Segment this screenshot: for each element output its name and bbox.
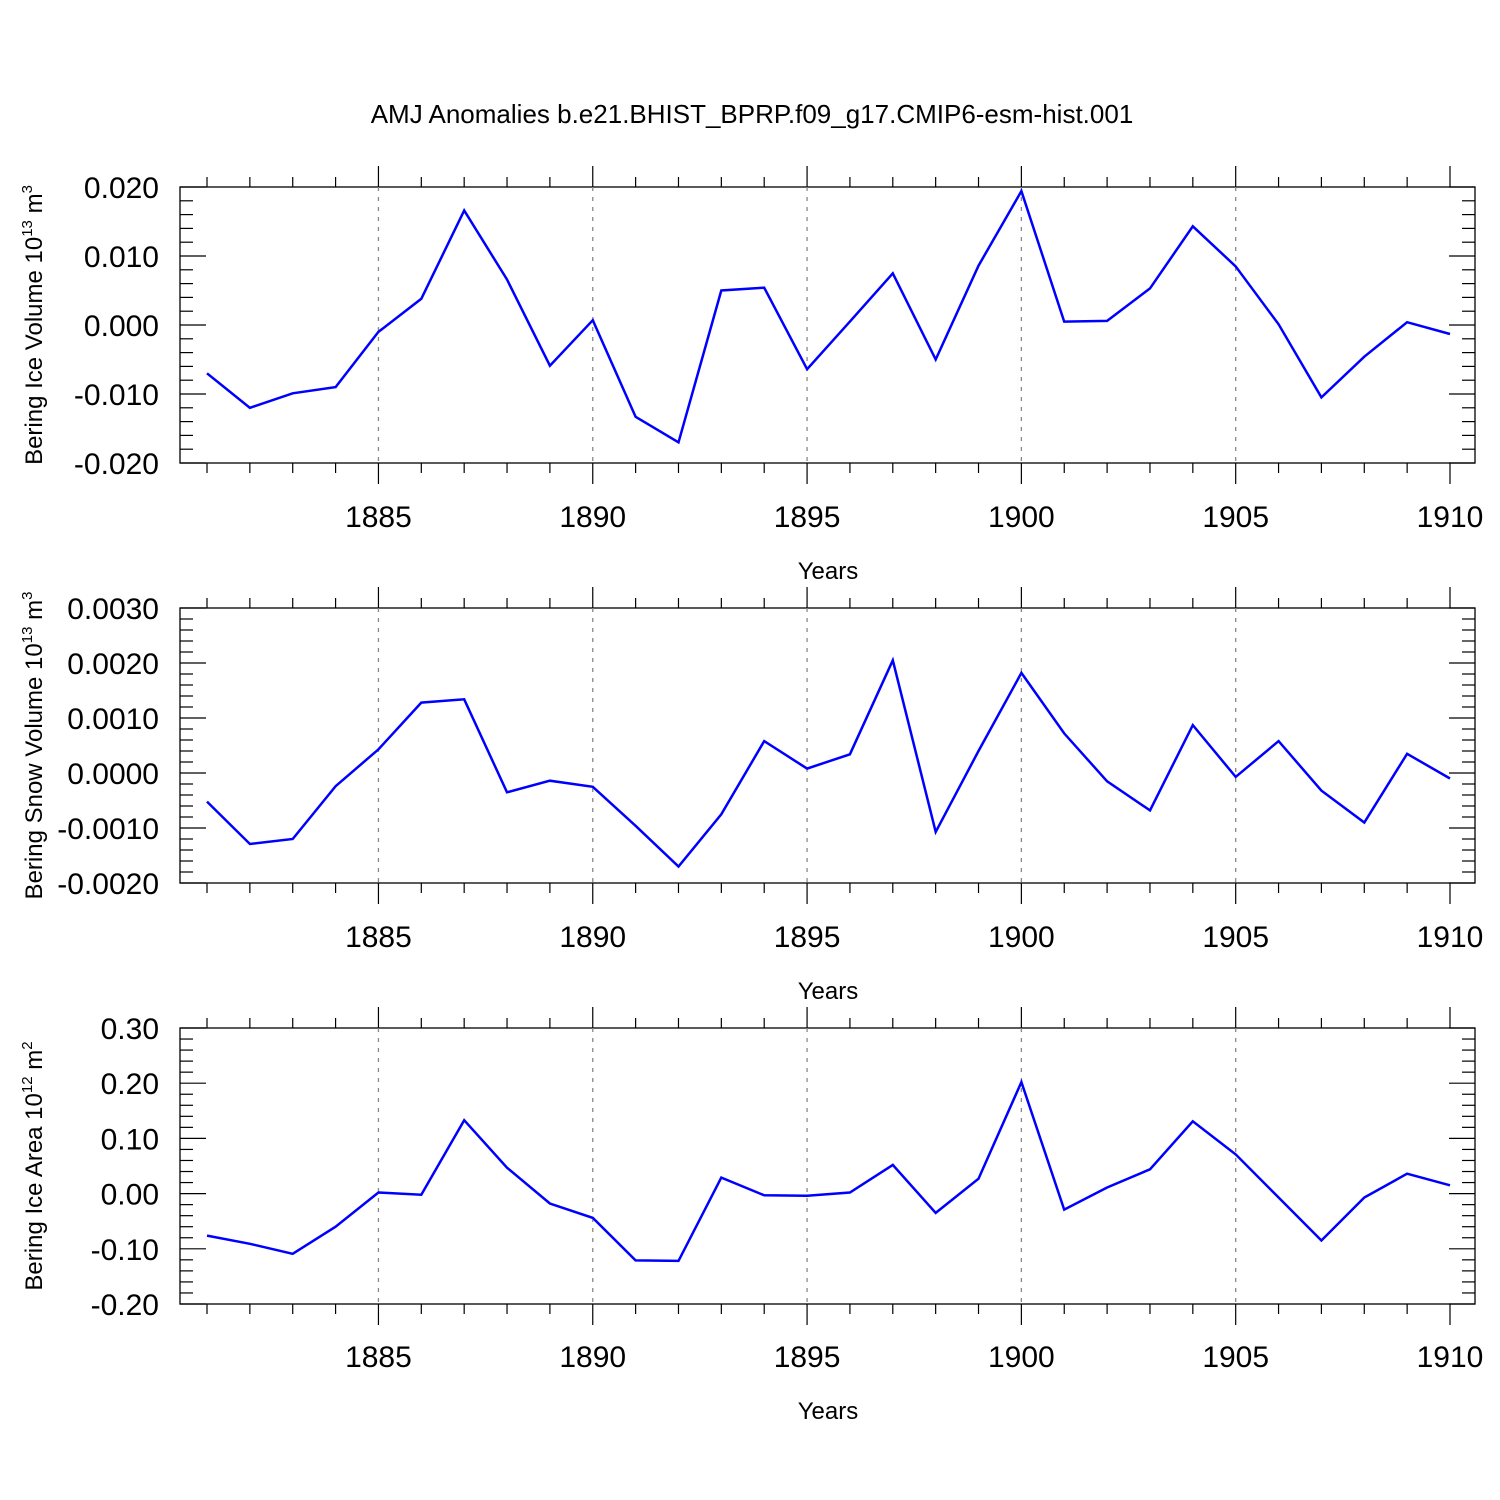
- x-tick-label: 1910: [1417, 501, 1484, 534]
- y-tick-label: -0.010: [74, 379, 159, 412]
- plot-frame: [179, 1027, 1476, 1305]
- x-tick-label: 1905: [1202, 921, 1269, 954]
- x-tick-label: 1895: [774, 501, 841, 534]
- x-tick-label: 1900: [988, 1341, 1055, 1374]
- panel-3: 1885 1890 1895 1900 1905 1910 -0.20 -0.10 0.00 0.…: [19, 1007, 1483, 1425]
- plot-frame: [179, 186, 1476, 464]
- x-tick-label: 1905: [1202, 1341, 1269, 1374]
- y-tick-label: 0.0030: [67, 593, 159, 626]
- x-tick-label: 1900: [988, 501, 1055, 534]
- panel-2: 1885 1890 1895 1900 1905 1910 -0.0020 -0.0010 0.…: [19, 587, 1483, 1005]
- x-tick-label: 1895: [774, 1341, 841, 1374]
- series-line: [206, 656, 1451, 869]
- y-tick-label: -0.0010: [57, 813, 159, 846]
- y-axis-title: Bering Ice Area 1012 m2: [19, 1041, 48, 1290]
- series-line: [206, 1078, 1451, 1263]
- figure-title: AMJ Anomalies b.e21.BHIST_BPRP.f09_g17.C…: [371, 99, 1134, 129]
- x-axis-title: Years: [798, 1398, 859, 1425]
- x-tick-label: 1885: [345, 501, 412, 534]
- y-tick-label: 0.020: [84, 172, 159, 205]
- x-tick-label: 1885: [345, 921, 412, 954]
- y-tick-label: -0.20: [91, 1289, 159, 1322]
- y-axis-title: Bering Snow Volume 1013 m3: [19, 592, 48, 900]
- series-line: [206, 188, 1451, 445]
- x-tick-label: 1900: [988, 921, 1055, 954]
- y-tick-label: 0.010: [84, 241, 159, 274]
- x-tick-label: 1910: [1417, 1341, 1484, 1374]
- x-tick-label: 1905: [1202, 501, 1269, 534]
- y-tick-label: 0.000: [84, 310, 159, 343]
- y-tick-label: 0.10: [101, 1123, 159, 1156]
- y-tick-label: 0.20: [101, 1068, 159, 1101]
- y-tick-label: -0.020: [74, 448, 159, 481]
- x-axis-title: Years: [798, 978, 859, 1005]
- x-tick-label: 1910: [1417, 921, 1484, 954]
- y-tick-label: 0.0000: [67, 758, 159, 791]
- x-tick-label: 1890: [559, 1341, 626, 1374]
- y-tick-label: 0.0010: [67, 703, 159, 736]
- x-tick-label: 1890: [559, 921, 626, 954]
- x-axis-title: Years: [798, 558, 859, 585]
- y-tick-label: 0.30: [101, 1013, 159, 1046]
- panel-1: 1885 1890 1895 1900 1905 1910 -0.020 -0.010 0.00…: [19, 166, 1483, 585]
- y-tick-label: -0.10: [91, 1234, 159, 1267]
- x-tick-label: 1890: [559, 501, 626, 534]
- y-tick-label: -0.0020: [57, 868, 159, 901]
- y-tick-label: 0.0020: [67, 648, 159, 681]
- plot-frame: [179, 607, 1476, 884]
- x-tick-label: 1885: [345, 1341, 412, 1374]
- y-axis-title: Bering Ice Volume 1013 m3: [19, 185, 48, 465]
- y-tick-label: 0.00: [101, 1179, 159, 1212]
- x-tick-label: 1895: [774, 921, 841, 954]
